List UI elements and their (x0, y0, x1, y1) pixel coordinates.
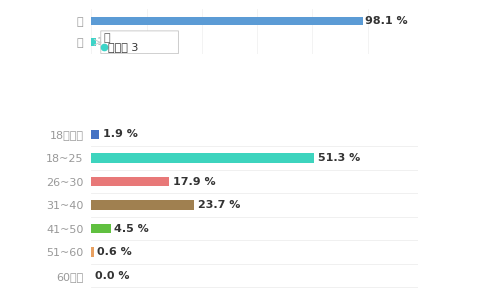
Text: 0.6 %: 0.6 % (97, 247, 132, 257)
Text: 98.1 %: 98.1 % (365, 16, 408, 26)
Text: 23.7 %: 23.7 % (198, 200, 240, 210)
Text: 1.9 %: 1.9 % (97, 37, 132, 47)
Text: 51.3 %: 51.3 % (318, 153, 360, 163)
Text: 17.9 %: 17.9 % (173, 176, 215, 187)
Bar (91, 130, 99, 139)
Bar (91, 177, 169, 186)
Bar (91, 17, 362, 25)
Bar (91, 224, 111, 233)
Bar (91, 153, 314, 163)
Bar (91, 200, 194, 210)
Text: 4.5 %: 4.5 % (114, 224, 149, 234)
Text: 1.9 %: 1.9 % (103, 129, 138, 140)
Text: 数量： 3: 数量： 3 (108, 42, 138, 52)
FancyBboxPatch shape (101, 31, 179, 54)
Bar (91, 38, 96, 46)
Text: 0.0 %: 0.0 % (95, 271, 129, 281)
Bar (91, 248, 94, 257)
Text: 女: 女 (104, 33, 110, 43)
